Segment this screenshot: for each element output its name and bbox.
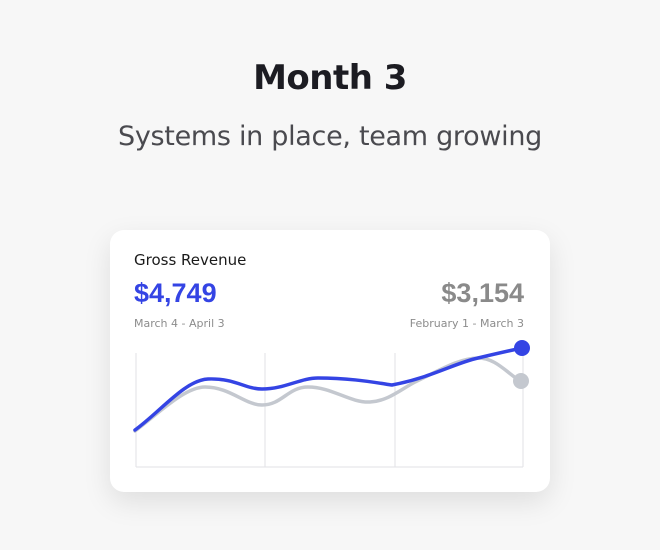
page-subtitle: Systems in place, team growing: [118, 121, 542, 152]
previous-period-line: [133, 356, 522, 433]
page-title: Month 3: [253, 58, 407, 98]
revenue-line-chart: [133, 340, 530, 468]
previous-date-range: February 1 - March 3: [409, 317, 524, 330]
current-period-endpoint: [514, 340, 530, 356]
current-period-line: [133, 346, 524, 432]
previous-revenue-value: $3,154: [441, 278, 524, 308]
current-date-range: March 4 - April 3: [134, 317, 225, 330]
previous-period-endpoint: [513, 373, 529, 389]
gross-revenue-card: Gross Revenue $4,749 $3,154 March 4 - Ap…: [110, 230, 550, 492]
current-revenue-value: $4,749: [134, 278, 217, 308]
card-title: Gross Revenue: [134, 251, 247, 269]
